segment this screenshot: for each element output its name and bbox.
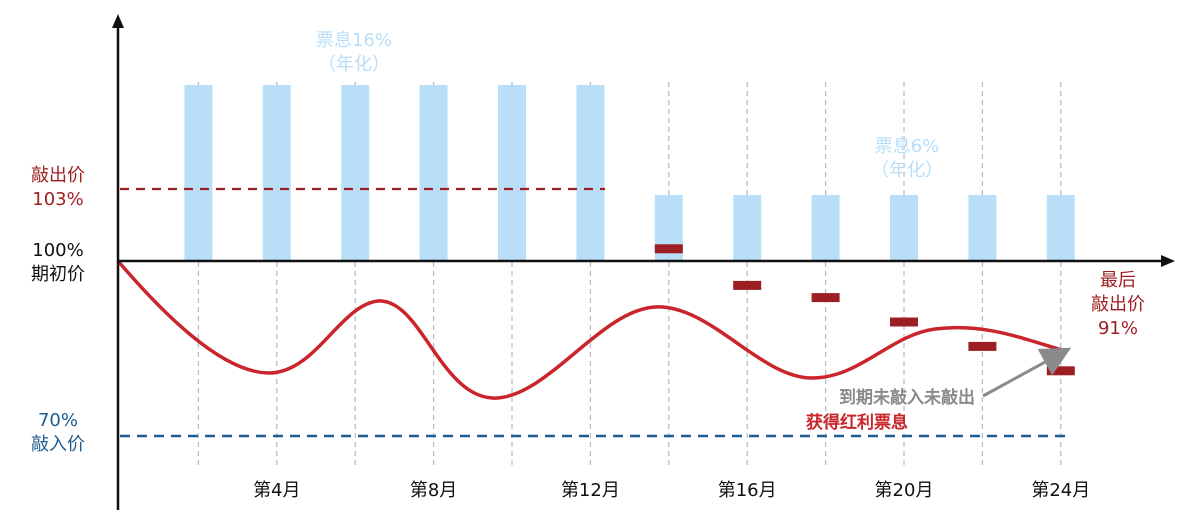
coupon-bar (1046, 195, 1075, 261)
coupon-high-sublabel: （年化） (318, 54, 390, 75)
initial-pct-label: 100% (32, 240, 83, 261)
coupon-bar (498, 85, 526, 261)
knock-in-price-label: 敲入价 (31, 434, 85, 455)
month-label: 第20月 (875, 480, 934, 501)
annotation-line2: 获得红利票息 (806, 412, 908, 433)
month-label: 第16月 (718, 480, 777, 501)
annotation-arrow (982, 347, 1072, 398)
underlying-price-curve (116, 259, 1063, 400)
y-axis-arrow-icon (112, 14, 124, 28)
x-axis-arrow-icon (1161, 255, 1175, 267)
month-label: 第8月 (410, 480, 457, 501)
final-label-line2: 敲出价 (1091, 294, 1145, 315)
knock-out-price-label: 敲出价 (31, 165, 85, 186)
coupon-low-sublabel: （年化） (871, 160, 943, 181)
coupon-bar (890, 195, 918, 261)
knock-out-marker (733, 280, 762, 290)
coupon-bars (184, 85, 1075, 261)
knock-out-marker (811, 293, 840, 303)
knock-out-price-markers (654, 244, 1075, 376)
coupon-bar (341, 85, 370, 261)
coupon-bar (419, 85, 448, 261)
coupon-bar (968, 195, 997, 261)
final-label-line3: 91% (1098, 318, 1138, 339)
coupon-bar (184, 85, 213, 261)
coupon-high-label: 票息16% (316, 30, 392, 51)
final-label-line1: 最后 (1100, 270, 1136, 291)
knock-out-marker (654, 244, 683, 254)
month-label: 第12月 (561, 480, 620, 501)
initial-price-label: 期初价 (31, 264, 85, 285)
annotation-line1: 到期未敲入未敲出 (839, 387, 975, 408)
coupon-bar (811, 195, 840, 261)
knock-in-pct-label: 70% (38, 410, 78, 431)
knock-out-pct-label: 103% (32, 189, 83, 210)
coupon-bar (733, 195, 762, 261)
coupon-bar (262, 85, 291, 261)
coupon-low-label: 票息6% (875, 136, 940, 157)
month-tick-labels: 第4月 第8月 第12月 第16月 第20月 第24月 (253, 480, 1090, 501)
month-label: 第4月 (253, 480, 300, 501)
month-label: 第24月 (1031, 480, 1090, 501)
coupon-bar (576, 85, 605, 261)
knock-out-marker (1046, 366, 1075, 376)
knock-out-marker (890, 317, 918, 327)
knock-out-marker (968, 341, 997, 351)
